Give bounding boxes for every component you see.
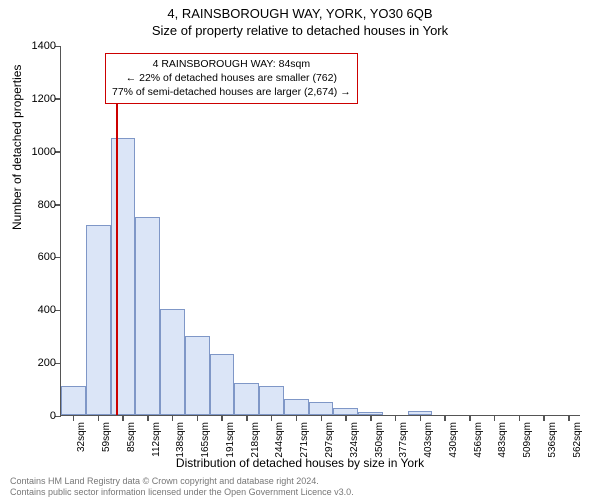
- footer-line-2: Contains public sector information licen…: [10, 487, 354, 498]
- annotation-line-1: 4 RAINSBOROUGH WAY: 84sqm: [112, 57, 351, 71]
- xtick-mark: [172, 415, 174, 421]
- histogram-bar: [160, 309, 185, 415]
- xtick-mark: [147, 415, 149, 421]
- property-marker-line: [116, 71, 118, 415]
- xtick-mark: [197, 415, 199, 421]
- chart-container: 4, RAINSBOROUGH WAY, YORK, YO30 6QB Size…: [0, 0, 600, 500]
- xtick-mark: [296, 415, 298, 421]
- footer-attribution: Contains HM Land Registry data © Crown c…: [10, 476, 354, 499]
- xtick-mark: [221, 415, 223, 421]
- xtick-mark: [519, 415, 521, 421]
- histogram-bar: [309, 402, 334, 415]
- xtick-mark: [271, 415, 273, 421]
- ytick-label: 400: [20, 304, 56, 316]
- footer-line-1: Contains HM Land Registry data © Crown c…: [10, 476, 354, 487]
- histogram-bar: [185, 336, 210, 415]
- histogram-bar: [333, 408, 358, 415]
- xtick-mark: [321, 415, 323, 421]
- ytick-label: 1000: [20, 146, 56, 158]
- xtick-mark: [98, 415, 100, 421]
- ytick-label: 1400: [20, 40, 56, 52]
- xtick-mark: [543, 415, 545, 421]
- histogram-bar: [86, 225, 111, 415]
- x-axis-label: Distribution of detached houses by size …: [0, 456, 600, 470]
- ytick-label: 200: [20, 357, 56, 369]
- histogram-bar: [111, 138, 136, 416]
- xtick-mark: [246, 415, 248, 421]
- xtick-mark: [370, 415, 372, 421]
- xtick-mark: [494, 415, 496, 421]
- xtick-mark: [395, 415, 397, 421]
- xtick-mark: [444, 415, 446, 421]
- xtick-mark: [122, 415, 124, 421]
- xtick-mark: [420, 415, 422, 421]
- annotation-box: 4 RAINSBOROUGH WAY: 84sqm ← 22% of detac…: [105, 53, 358, 104]
- xtick-mark: [345, 415, 347, 421]
- xtick-mark: [469, 415, 471, 421]
- histogram-bar: [284, 399, 309, 415]
- ytick-label: 0: [20, 410, 56, 422]
- histogram-bar: [259, 386, 284, 415]
- chart-title-main: 4, RAINSBOROUGH WAY, YORK, YO30 6QB: [0, 0, 600, 21]
- ytick-label: 600: [20, 251, 56, 263]
- histogram-bar: [61, 386, 86, 415]
- chart-title-sub: Size of property relative to detached ho…: [0, 21, 600, 38]
- xtick-label: 562sqm: [572, 422, 600, 458]
- histogram-bar: [135, 217, 160, 415]
- annotation-line-2: ← 22% of detached houses are smaller (76…: [112, 71, 351, 85]
- ytick-label: 1200: [20, 93, 56, 105]
- histogram-bar: [210, 354, 235, 415]
- annotation-line-3: 77% of semi-detached houses are larger (…: [112, 85, 351, 99]
- xtick-mark: [73, 415, 75, 421]
- histogram-bar: [234, 383, 259, 415]
- xtick-mark: [568, 415, 570, 421]
- ytick-label: 800: [20, 199, 56, 211]
